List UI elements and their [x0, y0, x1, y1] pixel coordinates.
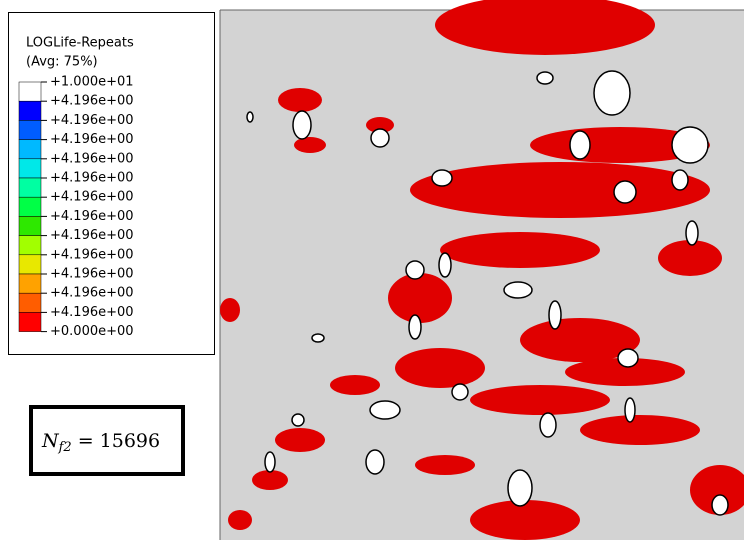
- legend-swatch: [18, 100, 42, 121]
- legend-label: +4.196e+00: [50, 267, 134, 282]
- legend-label: +4.196e+00: [50, 113, 134, 128]
- legend-swatch: [18, 158, 42, 179]
- legend-swatch: [18, 139, 42, 160]
- legend-swatch: [18, 273, 42, 294]
- legend-label: +1.000e+01: [50, 75, 134, 90]
- legend-scale: +1.000e+01 +4.196e+00 +4.196e+00 +4.196e+00…: [18, 75, 134, 339]
- legend-label: +4.196e+00: [50, 132, 134, 147]
- legend-label: +4.196e+00: [50, 305, 134, 320]
- value: 15696: [100, 430, 160, 452]
- legend-label: +4.196e+00: [50, 209, 134, 224]
- symbol: N: [41, 430, 60, 452]
- annotation: Nf2 = 15696: [41, 430, 160, 455]
- legend-title: LOGLife-Repeats: [26, 36, 134, 51]
- legend-label: +4.196e+00: [50, 171, 134, 186]
- legend-label: +4.196e+00: [50, 151, 134, 166]
- relation: =: [78, 430, 94, 452]
- legend-label: +4.196e+00: [50, 247, 134, 262]
- legend-swatch: [18, 235, 42, 256]
- subscript: f2: [58, 440, 72, 455]
- annotation-box: [29, 405, 185, 476]
- legend-swatch: [18, 177, 42, 198]
- legend-swatch: [18, 216, 42, 236]
- legend-swatch: [18, 120, 42, 140]
- legend-subtitle: (Avg: 75%): [26, 55, 98, 70]
- legend-label: +4.196e+00: [50, 228, 134, 243]
- legend-label: +0.000e+00: [50, 324, 134, 339]
- legend-swatch: [18, 196, 42, 217]
- legend-label: +4.196e+00: [50, 94, 134, 109]
- legend-swatch: [18, 292, 42, 313]
- legend-label: +4.196e+00: [50, 286, 134, 301]
- legend-box: [8, 12, 215, 355]
- legend-swatch: [18, 254, 42, 275]
- legend-label: +4.196e+00: [50, 190, 134, 205]
- legend-swatch: [18, 312, 42, 332]
- legend-swatch: [18, 81, 42, 102]
- contour-white: [246, 70, 729, 516]
